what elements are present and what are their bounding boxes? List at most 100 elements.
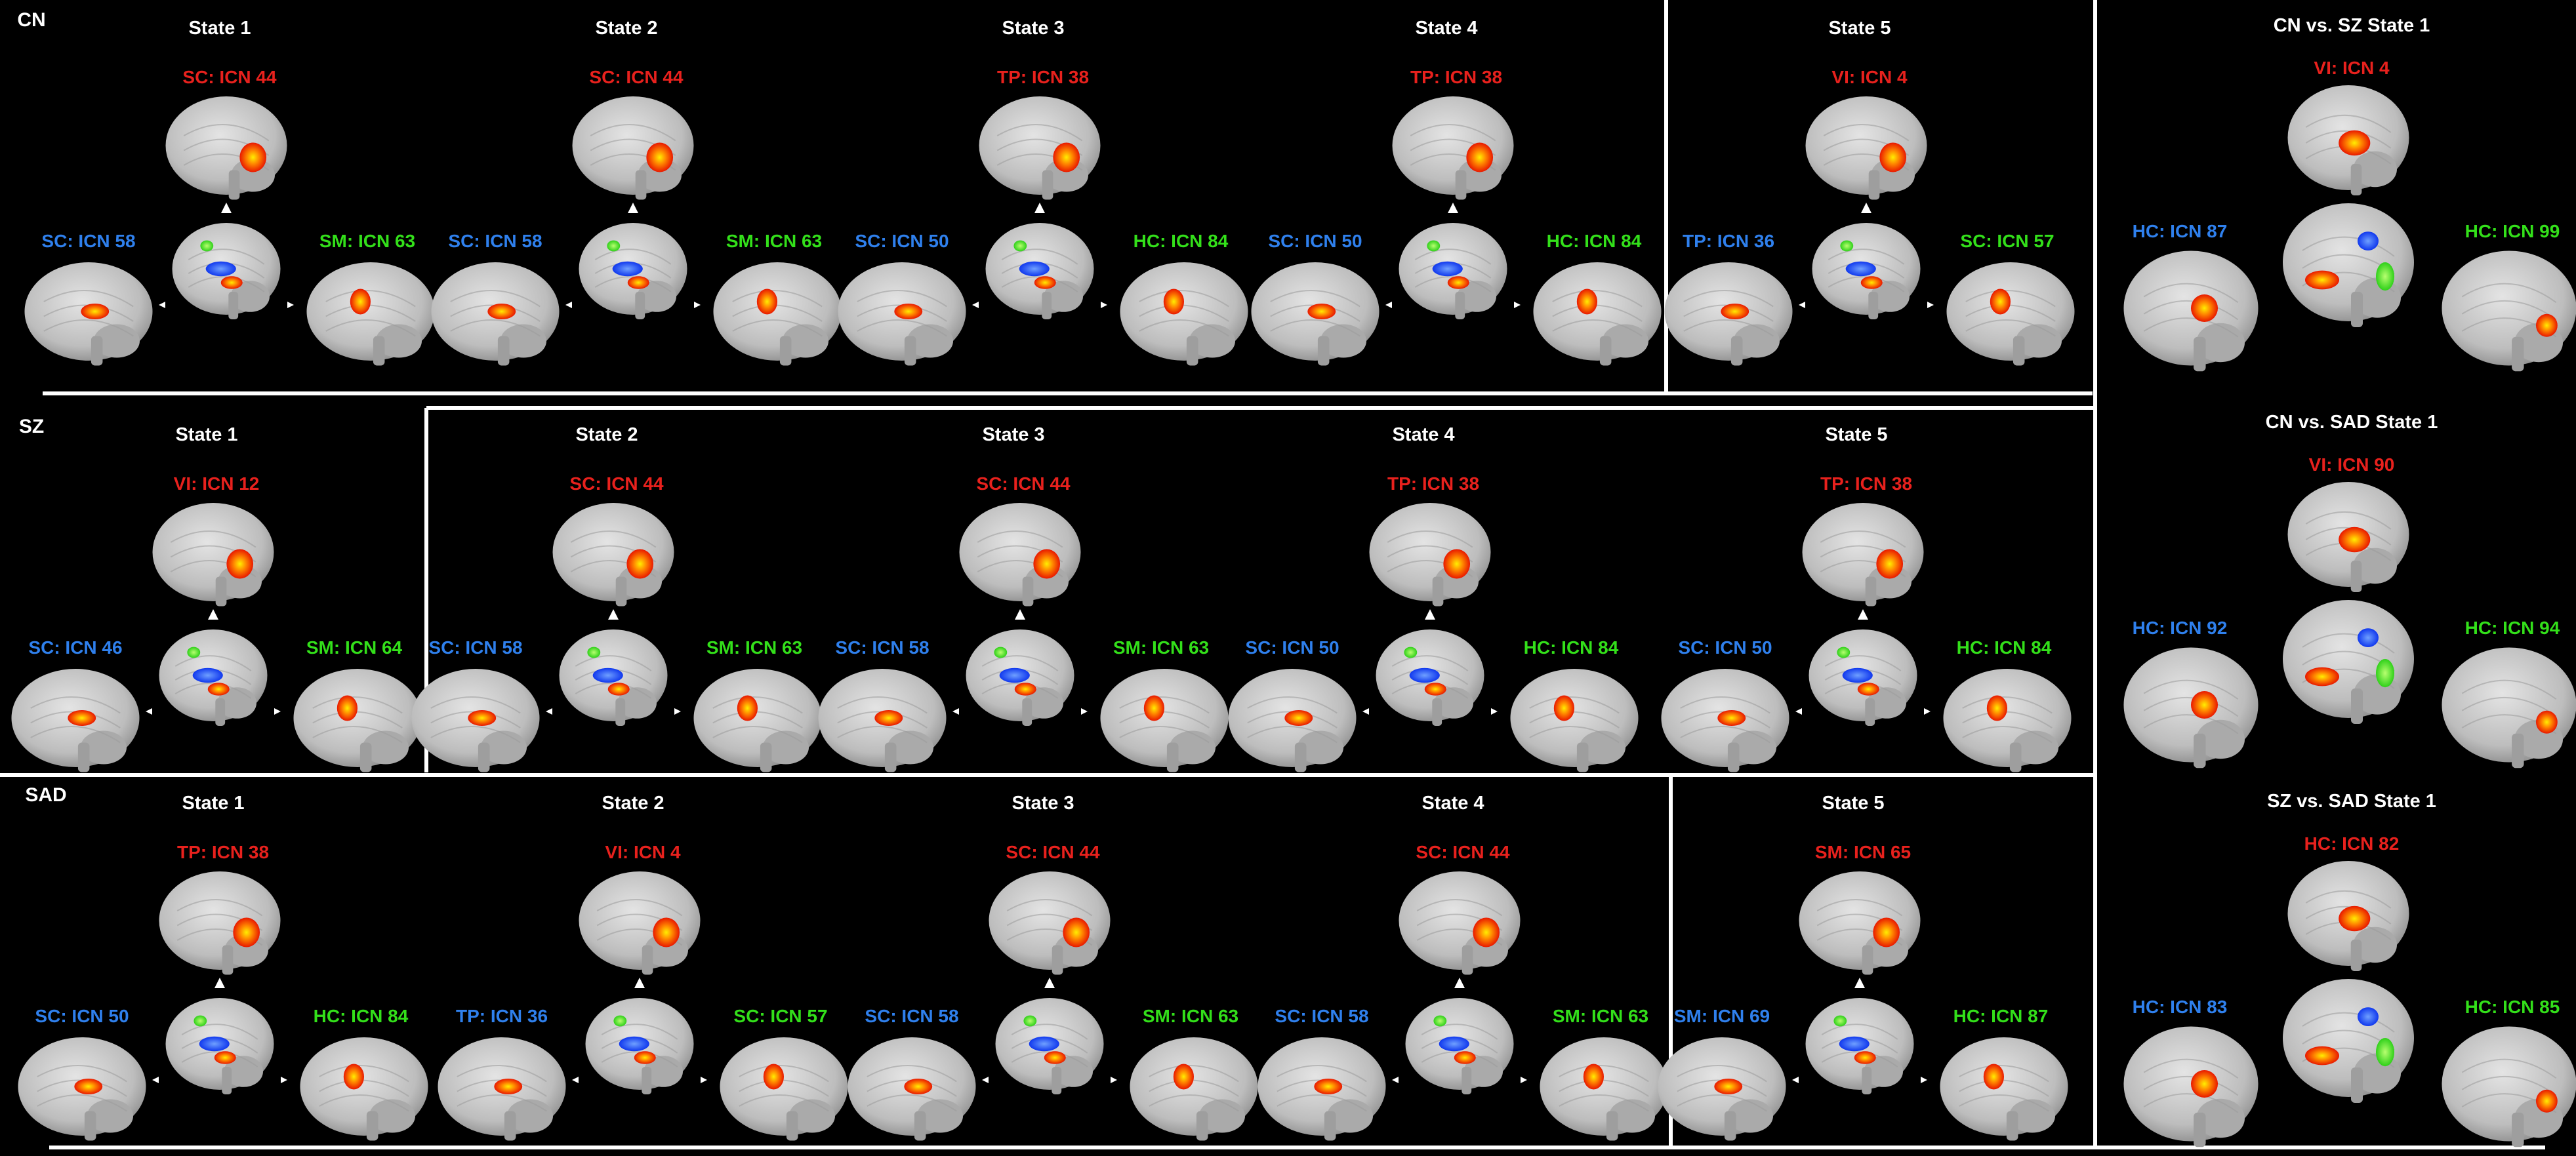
activation-blob xyxy=(1443,549,1471,579)
sagittal-brain-icon xyxy=(1805,998,1914,1094)
left-network-label: SC: ICN 58 xyxy=(448,231,542,251)
activation-blob xyxy=(2376,1038,2394,1067)
arrow-right-icon xyxy=(1924,708,1931,715)
sagittal-brain-icon xyxy=(693,669,822,772)
sagittal-brain-icon xyxy=(2287,861,2409,971)
sagittal-brain-icon xyxy=(2283,203,2414,327)
arrow-up-icon xyxy=(208,609,218,620)
state-panel-sz-3: State 3 SC: ICN 44 SC: ICN 58 SM: ICN 63 xyxy=(818,424,1229,772)
activation-blob xyxy=(1879,142,1907,172)
sagittal-brain-icon xyxy=(1799,871,1921,975)
activation-blob xyxy=(194,1015,207,1027)
state-title: State 4 xyxy=(1421,793,1484,814)
arrow-up-icon xyxy=(634,978,645,988)
arrow-left-icon xyxy=(1799,302,1805,308)
activation-blob xyxy=(613,1015,627,1027)
sagittal-brain-icon xyxy=(1812,223,1921,319)
state-title: State 1 xyxy=(175,424,237,445)
left-network-label: SC: ICN 50 xyxy=(1245,637,1339,658)
arrow-up-icon xyxy=(1015,609,1025,620)
sagittal-brain-icon xyxy=(1228,669,1357,772)
activation-blob xyxy=(1143,695,1164,721)
activation-blob xyxy=(1721,304,1749,319)
right-network-label: HC: ICN 84 xyxy=(1957,637,2052,658)
activation-blob xyxy=(653,917,680,947)
activation-blob xyxy=(2191,294,2218,322)
activation-blob xyxy=(2339,130,2371,156)
activation-blob xyxy=(2358,231,2379,250)
sagittal-brain-icon xyxy=(2283,600,2414,724)
state-title: State 1 xyxy=(182,793,244,814)
top-network-label: HC: ICN 82 xyxy=(2304,833,2400,854)
sagittal-brain-icon xyxy=(1664,262,1793,366)
sagittal-brain-icon xyxy=(18,1037,146,1141)
activation-blob xyxy=(1714,1079,1743,1094)
sagittal-brain-icon xyxy=(152,503,274,607)
arrow-right-icon xyxy=(674,708,681,715)
right-network-label: SM: ICN 63 xyxy=(1553,1006,1648,1026)
state-panel-sz-4: State 4 TP: ICN 38 SC: ICN 50 HC: ICN 84 xyxy=(1228,424,1639,772)
sagittal-brain-icon xyxy=(1809,629,1917,726)
state-title: State 1 xyxy=(188,18,251,39)
top-network-label: VI: ICN 4 xyxy=(2314,58,2390,78)
sagittal-brain-icon xyxy=(989,871,1111,975)
activation-blob xyxy=(1063,917,1090,947)
sagittal-brain-icon xyxy=(966,629,1074,726)
sagittal-brain-icon xyxy=(1100,669,1229,772)
activation-blob xyxy=(1837,647,1850,658)
activation-blob xyxy=(487,304,516,319)
state-title: State 5 xyxy=(1828,18,1891,39)
state-title: State 4 xyxy=(1392,424,1454,445)
state-panel-sz-1: State 1 VI: ICN 12 SC: ICN 46 SM: ICN 64 xyxy=(11,424,422,772)
top-network-label: SC: ICN 44 xyxy=(569,473,664,494)
activation-blob xyxy=(999,668,1030,683)
arrow-up-icon xyxy=(628,203,638,213)
arrow-up-icon xyxy=(1448,203,1458,213)
sagittal-brain-icon xyxy=(1257,1037,1386,1141)
sagittal-brain-icon xyxy=(159,629,268,726)
right-network-label: SM: ICN 64 xyxy=(306,637,403,658)
sagittal-brain-icon xyxy=(1120,262,1248,366)
arrow-right-icon xyxy=(1514,302,1521,308)
sagittal-brain-icon xyxy=(720,1037,848,1141)
activation-blob xyxy=(239,142,267,172)
activation-blob xyxy=(1840,240,1854,252)
left-network-label: SC: ICN 58 xyxy=(41,231,135,251)
activation-blob xyxy=(1454,1051,1476,1064)
arrow-right-icon xyxy=(1111,1077,1117,1083)
activation-blob xyxy=(1439,1036,1469,1052)
activation-blob xyxy=(2376,262,2394,291)
activation-blob xyxy=(1163,289,1184,315)
arrow-up-icon xyxy=(1044,978,1055,988)
activation-blob xyxy=(994,647,1008,658)
comparison-title: CN vs. SZ State 1 xyxy=(2274,15,2430,36)
activation-blob xyxy=(350,289,371,315)
arrow-right-icon xyxy=(1921,1077,1927,1083)
arrow-right-icon xyxy=(274,708,281,715)
state-title: State 5 xyxy=(1825,424,1887,445)
sagittal-brain-icon xyxy=(11,669,140,772)
sagittal-brain-icon xyxy=(1943,669,2072,772)
activation-blob xyxy=(1404,647,1418,658)
state-title: State 2 xyxy=(595,18,657,39)
activation-blob xyxy=(607,683,630,696)
arrow-left-icon xyxy=(572,1077,579,1083)
arrow-up-icon xyxy=(1861,203,1871,213)
activation-blob xyxy=(2305,1046,2339,1066)
activation-blob xyxy=(1427,240,1441,252)
activation-blob xyxy=(1307,304,1336,319)
sagittal-brain-icon xyxy=(579,223,687,319)
arrow-left-icon xyxy=(1392,1077,1399,1083)
activation-blob xyxy=(587,647,601,658)
activation-blob xyxy=(1014,683,1036,696)
arrow-left-icon xyxy=(982,1077,989,1083)
arrow-left-icon xyxy=(152,1077,159,1083)
activation-blob xyxy=(1432,261,1463,277)
activation-blob xyxy=(1314,1079,1343,1094)
activation-blob xyxy=(1986,695,2007,721)
activation-blob xyxy=(1857,683,1879,696)
activation-blob xyxy=(1553,695,1574,721)
top-network-label: SC: ICN 44 xyxy=(1416,842,1510,862)
activation-blob xyxy=(81,304,110,319)
activation-blob xyxy=(226,549,254,579)
